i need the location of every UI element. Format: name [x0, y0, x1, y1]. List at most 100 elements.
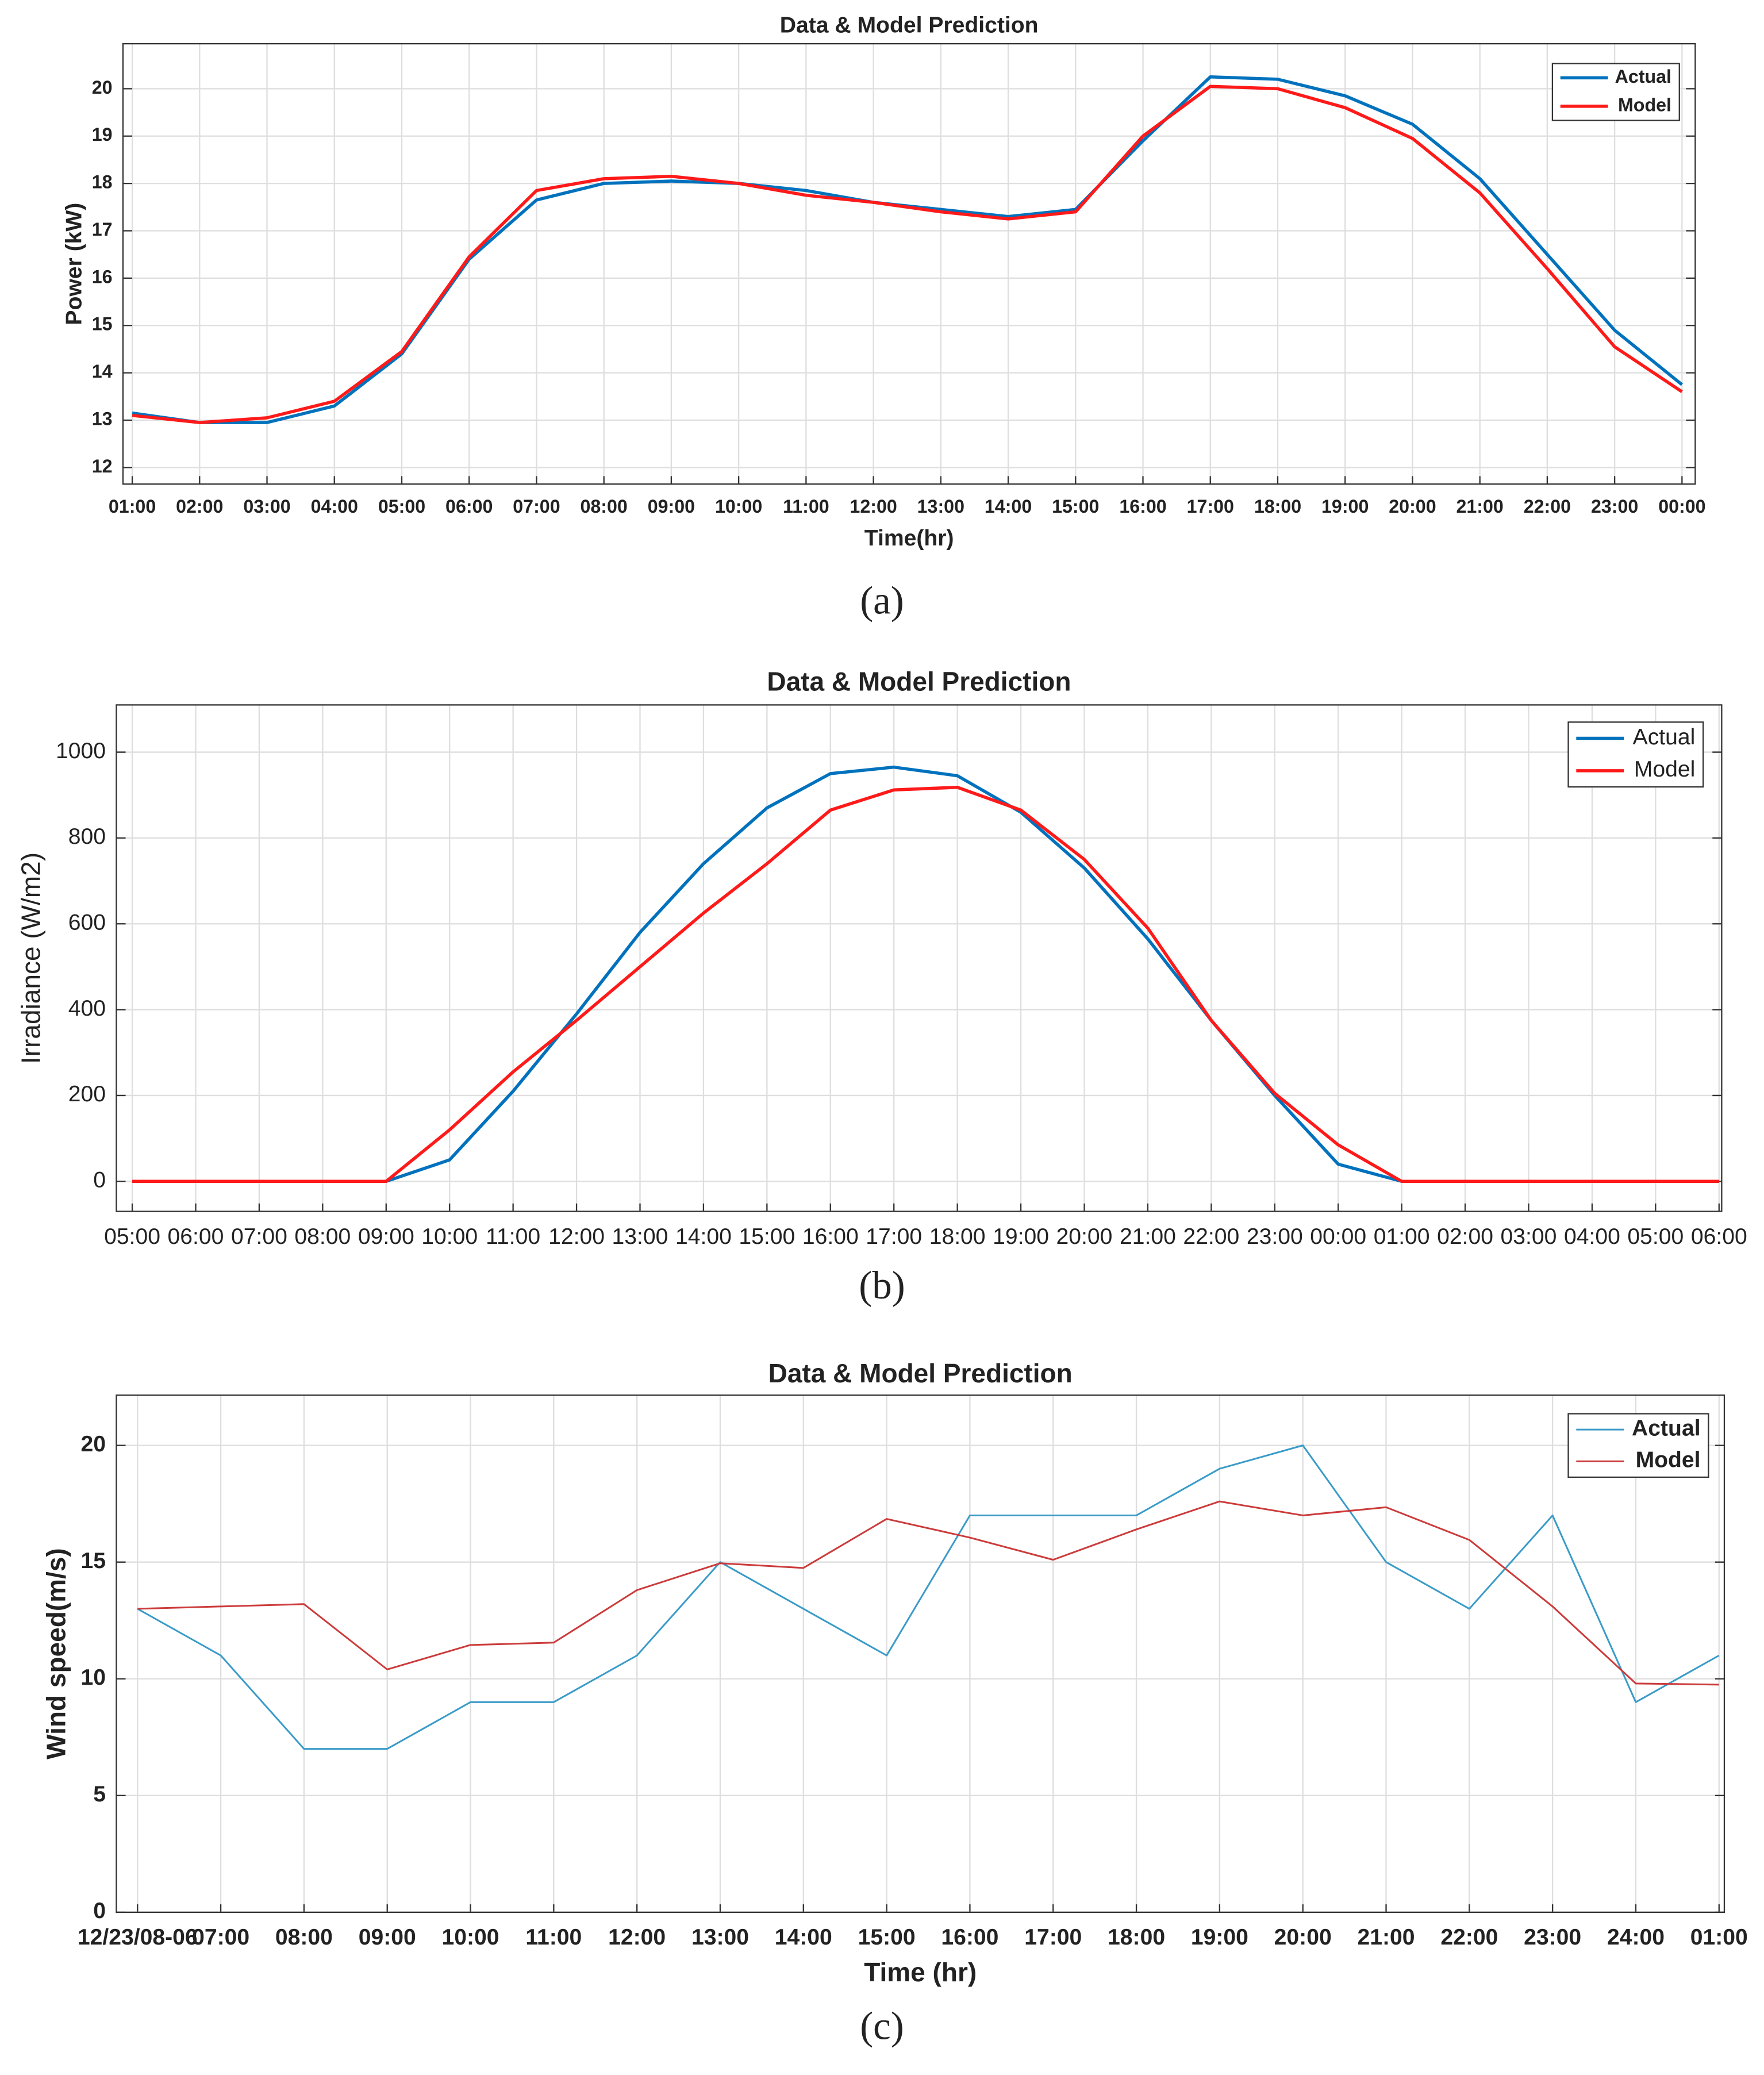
x-tick-label: 13:00 [691, 1925, 749, 1950]
x-tick-label: 12:00 [548, 1224, 605, 1249]
series-line [132, 84, 1683, 424]
series-line [137, 1444, 1720, 1750]
x-tick-label: 07:00 [231, 1224, 287, 1249]
x-tick-label: 19:00 [1321, 496, 1369, 517]
x-tick-label: 12/23/08-06 [78, 1925, 198, 1950]
x-tick-label: 12:00 [608, 1925, 666, 1950]
x-tick-label: 08:00 [581, 496, 628, 517]
legend-label: Actual [1632, 1416, 1701, 1440]
x-tick-label: 20:00 [1056, 1224, 1113, 1249]
y-tick-label: 0 [93, 1168, 106, 1193]
x-tick-label: 22:00 [1183, 1224, 1239, 1249]
x-tick-label: 07:00 [192, 1925, 249, 1950]
y-tick-label: 5 [93, 1782, 106, 1807]
plot-frame [116, 704, 1723, 1212]
x-tick-label: 15:00 [858, 1925, 916, 1950]
x-tick-label: 09:00 [648, 496, 695, 517]
y-axis-label: Power (kW) [62, 203, 86, 325]
x-tick-label: 06:00 [445, 496, 493, 517]
x-tick-label: 00:00 [1658, 496, 1705, 517]
series-line [137, 1500, 1719, 1686]
y-tick-label: 0 [93, 1899, 106, 1923]
series-line [132, 786, 1719, 1183]
y-axis-label: Irradiance (W/m2) [16, 852, 46, 1064]
legend-label: Model [1636, 1448, 1701, 1473]
y-axis-label: Wind speed(m/s) [41, 1548, 71, 1759]
x-tick-label: 19:00 [1191, 1925, 1248, 1950]
plot-area [122, 44, 1696, 485]
y-tick-label: 200 [68, 1082, 106, 1106]
x-tick-label: 06:00 [1691, 1224, 1747, 1249]
x-tick-label: 23:00 [1247, 1224, 1303, 1249]
y-tick-label: 18 [92, 172, 113, 193]
caption: (a) [860, 578, 904, 622]
legend-label: Model [1634, 757, 1696, 782]
y-tick-label: 15 [81, 1548, 106, 1573]
y-tick-label: 10 [81, 1665, 106, 1690]
legend-box [1551, 63, 1680, 121]
chart-title: Data & Model Prediction [768, 1358, 1073, 1388]
x-tick-label: 15:00 [1052, 496, 1099, 517]
x-tick-label: 03:00 [1501, 1224, 1557, 1249]
x-tick-label: 01:00 [109, 496, 156, 517]
x-tick-label: 02:00 [1437, 1224, 1493, 1249]
chart-title: Data & Model Prediction [780, 13, 1039, 38]
plot-frame [116, 1394, 1725, 1913]
x-tick-label: 04:00 [1564, 1224, 1620, 1249]
x-tick-label: 09:00 [358, 1224, 414, 1249]
x-tick-label: 24:00 [1607, 1925, 1665, 1950]
x-tick-label: 18:00 [1108, 1925, 1165, 1950]
x-tick-label: 09:00 [359, 1925, 416, 1950]
x-tick-label: 17:00 [1187, 496, 1234, 517]
plot-frame [122, 43, 1696, 485]
x-tick-label: 12:00 [850, 496, 897, 517]
x-tick-label: 20:00 [1274, 1925, 1332, 1950]
x-tick-label: 23:00 [1524, 1925, 1581, 1950]
x-tick-label: 01:00 [1690, 1925, 1748, 1950]
x-tick-label: 21:00 [1456, 496, 1504, 517]
x-tick-label: 15:00 [739, 1224, 795, 1249]
x-tick-label: 05:00 [1627, 1224, 1684, 1249]
y-tick-label: 20 [92, 77, 113, 98]
x-tick-label: 18:00 [929, 1224, 986, 1249]
y-tick-label: 17 [92, 219, 113, 240]
y-tick-label: 12 [92, 456, 113, 477]
y-tick-label: 400 [68, 996, 106, 1021]
x-tick-label: 19:00 [993, 1224, 1049, 1249]
x-tick-label: 13:00 [612, 1224, 668, 1249]
y-tick-label: 600 [68, 910, 106, 935]
x-tick-label: 17:00 [866, 1224, 922, 1249]
x-tick-label: 18:00 [1254, 496, 1301, 517]
x-tick-label: 05:00 [104, 1224, 160, 1249]
x-tick-label: 10:00 [421, 1224, 478, 1249]
x-tick-label: 10:00 [715, 496, 762, 517]
x-tick-label: 13:00 [917, 496, 964, 517]
x-tick-label: 21:00 [1357, 1925, 1415, 1950]
x-tick-label: 21:00 [1120, 1224, 1176, 1249]
y-tick-label: 19 [92, 124, 113, 145]
legend-label: Actual [1633, 725, 1696, 750]
x-tick-label: 01:00 [1374, 1224, 1430, 1249]
x-tick-label: 16:00 [1119, 496, 1166, 517]
x-tick-label: 00:00 [1310, 1224, 1366, 1249]
x-tick-label: 14:00 [985, 496, 1032, 517]
legend-label: Actual [1615, 66, 1671, 87]
x-axis-label: Time (hr) [864, 1957, 977, 1987]
caption: (b) [859, 1263, 905, 1307]
x-tick-label: 11:00 [783, 496, 829, 517]
x-tick-label: 22:00 [1524, 496, 1571, 517]
x-tick-label: 22:00 [1440, 1925, 1498, 1950]
x-tick-label: 08:00 [275, 1925, 333, 1950]
x-tick-label: 05:00 [378, 496, 425, 517]
y-tick-label: 16 [92, 266, 113, 287]
y-tick-label: 20 [81, 1432, 106, 1457]
x-tick-label: 23:00 [1591, 496, 1638, 517]
plot-area [116, 1395, 1724, 1912]
caption: (c) [860, 2004, 904, 2047]
y-tick-label: 1000 [56, 739, 106, 763]
legend-box [1567, 1413, 1709, 1478]
x-tick-label: 10:00 [442, 1925, 499, 1950]
chart-title: Data & Model Prediction [767, 667, 1071, 697]
y-tick-label: 13 [92, 408, 113, 429]
